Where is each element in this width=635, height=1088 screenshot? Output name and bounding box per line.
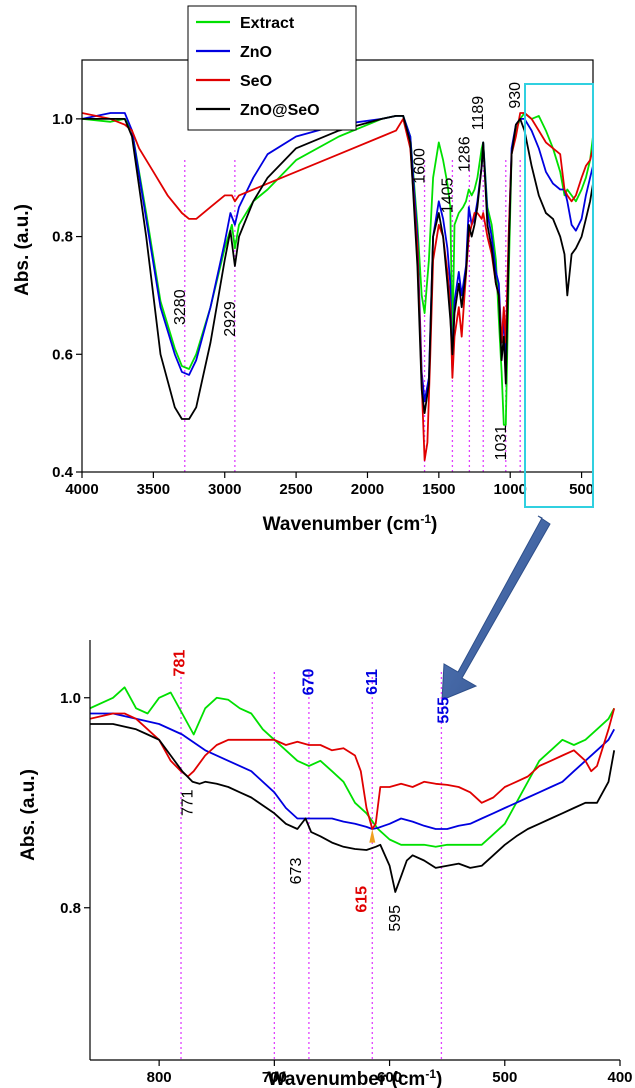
x-tick-label: 2000	[351, 481, 384, 498]
bottom-guide-lines	[180, 672, 443, 1060]
series-line-zno-seo	[90, 723, 616, 893]
top-chart: 4000 3500 3000 2500 2000 1500 1000 500 0.40.60.…	[12, 5, 594, 535]
bottom-chart: 800 700 600 500 400 0.8 1.0 781 670 611 555 771 67…	[18, 640, 633, 1088]
top-highlight-box	[524, 83, 594, 508]
zoom-arrow	[441, 515, 551, 701]
peak-marker	[369, 829, 376, 843]
x-tick-label: 400	[607, 1069, 632, 1086]
top-series-group	[82, 112, 593, 462]
y-tick-label: 0.8	[60, 900, 81, 917]
peak-label: 615	[354, 886, 371, 913]
x-tick-label: 3000	[208, 481, 241, 498]
peak-label: 2929	[222, 301, 239, 337]
bottom-x-axis: 800 700 600 500 400	[147, 1060, 633, 1086]
peak-label: 3280	[172, 289, 189, 325]
peak-label: 670	[301, 669, 318, 696]
bottom-series-group	[90, 686, 616, 893]
bottom-y-axis-title: Abs. (a.u.)	[18, 769, 39, 861]
series-line-zno	[90, 712, 615, 830]
legend-label: ZnO@SeO	[240, 102, 320, 119]
peak-label: 930	[507, 82, 524, 109]
top-x-axis-title: Wavenumber (cm-1)	[263, 512, 438, 535]
x-tick-label: 4000	[65, 481, 98, 498]
series-line-zno-seo	[82, 115, 593, 420]
series-line-seo	[82, 112, 593, 462]
bottom-y-axis: 0.8 1.0	[60, 690, 90, 917]
y-tick-label: 0.6	[52, 346, 73, 363]
series-line-extract	[82, 112, 593, 426]
top-y-axis: 0.4 0.6 0.8 1.0	[52, 111, 82, 481]
legend-items: Extract ZnO SeO ZnO@SeO	[196, 15, 320, 119]
x-tick-label: 500	[492, 1069, 517, 1086]
peak-label: 781	[172, 650, 189, 677]
zoom-arrow-shape	[441, 515, 551, 701]
x-tick-label: 700	[262, 1069, 287, 1086]
legend-label: SeO	[240, 73, 272, 90]
peak-label: 555	[435, 697, 452, 724]
peak-label: 771	[180, 789, 197, 816]
x-tick-label: 3500	[137, 481, 170, 498]
bottom-x-axis-title: Wavenumber (cm-1)	[268, 1067, 443, 1088]
peak-label: 1189	[470, 96, 487, 131]
x-tick-label: 500	[569, 481, 594, 498]
x-tick-label: 1000	[494, 481, 527, 498]
peak-label: 1031	[493, 425, 510, 461]
y-tick-label: 0.4	[52, 464, 74, 481]
legend-label: Extract	[240, 15, 295, 32]
bottom-peak-annotations: 781 670 611 555 771 673 615 595	[172, 650, 453, 932]
top-y-axis-title: Abs. (a.u.)	[12, 204, 33, 296]
peak-label: 595	[387, 905, 404, 932]
x-tick-label: 1500	[422, 481, 455, 498]
peak-label: 1405	[439, 178, 456, 214]
legend: Extract ZnO SeO ZnO@SeO	[187, 5, 357, 131]
x-tick-label: 800	[147, 1069, 172, 1086]
peak-label: 673	[288, 858, 305, 885]
peak-label: 1600	[412, 148, 429, 184]
top-x-axis: 4000 3500 3000 2500 2000 1500 1000 500	[65, 472, 594, 498]
y-tick-label: 1.0	[60, 690, 81, 707]
y-tick-label: 1.0	[52, 111, 73, 128]
x-tick-label: 600	[377, 1069, 402, 1086]
legend-label: ZnO	[240, 44, 272, 61]
y-tick-label: 0.8	[52, 229, 73, 246]
series-line-zno	[82, 112, 593, 403]
peak-label: 611	[364, 669, 381, 695]
x-tick-label: 2500	[279, 481, 312, 498]
series-line-seo	[90, 708, 616, 830]
peak-label: 1286	[456, 136, 473, 172]
